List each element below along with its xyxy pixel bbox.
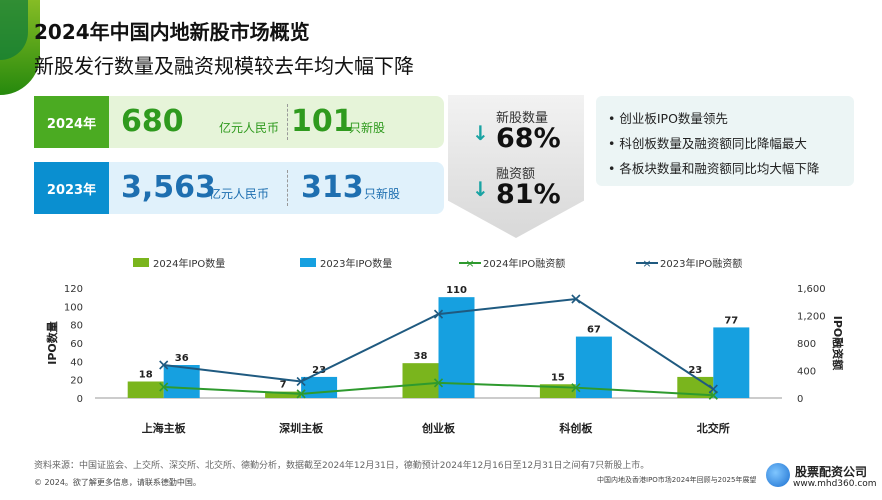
y2-tick-label: 400 — [797, 367, 816, 378]
legend-swatch — [300, 258, 316, 267]
line-point — [433, 309, 444, 319]
y-axis-label: IPO数量 — [45, 321, 59, 365]
line-point — [708, 384, 718, 394]
x-tick-label: 上海主板 — [142, 421, 187, 435]
watermark-name: 股票配资公司 — [795, 465, 868, 479]
watermark-logo-icon — [766, 463, 790, 487]
bar — [402, 363, 439, 398]
amount-unit-2023: 亿元人民币 — [209, 187, 270, 201]
key-findings: • 创业板IPO数量领先 • 科创板数量及融资额同比降幅最大 • 各板块数量和融… — [596, 96, 854, 186]
legend-label: 2024年IPO融资额 — [483, 257, 565, 270]
finding-item: • 各板块数量和融资额同比均大幅下降 — [608, 161, 820, 176]
ipo-chart: 2024年IPO数量 2023年IPO数量 × 2024年IPO融资额 × 2023年IP… — [45, 257, 845, 435]
bar-value-label: 7 — [280, 380, 287, 391]
x-tick-label: 创业板 — [421, 421, 456, 435]
page-subtitle: 新股发行数量及融资规模较去年均大幅下降 — [34, 54, 414, 78]
y-tick-label: 80 — [70, 321, 83, 332]
legend-label: 2023年IPO融资额 — [660, 257, 742, 270]
count-2023: 313 — [301, 170, 364, 205]
watermark-url: www.mhd360.com — [793, 479, 877, 489]
bar-value-label: 67 — [587, 325, 601, 336]
amount-2024: 680 — [121, 104, 184, 139]
legend-marker: × — [642, 257, 651, 270]
divider — [287, 170, 288, 206]
y-tick-label: 100 — [64, 302, 83, 313]
legend-label: 2023年IPO数量 — [320, 257, 392, 270]
bar-value-label: 18 — [139, 370, 153, 381]
x-tick-label: 深圳主板 — [279, 421, 324, 435]
bar — [127, 381, 164, 398]
count-unit-2024: 只新股 — [349, 121, 386, 135]
count-2024: 101 — [291, 104, 354, 139]
y2-axis-label: IPO融资额 — [831, 316, 845, 371]
funds-decline-value: 81% — [496, 179, 561, 210]
bar — [265, 391, 302, 398]
line-point — [571, 294, 581, 304]
count-unit-2023: 只新股 — [364, 187, 401, 201]
y2-tick-label: 1,200 — [797, 312, 826, 323]
y2-tick-label: 800 — [797, 339, 816, 350]
page-title: 2024年中国内地新股市场概览 — [34, 20, 310, 44]
bar-value-label: 36 — [175, 353, 189, 364]
divider — [287, 104, 288, 140]
y-tick-label: 120 — [64, 284, 83, 295]
bar — [163, 365, 200, 398]
y2-tick-label: 1,600 — [797, 284, 826, 295]
y-tick-label: 40 — [70, 357, 83, 368]
bar-value-label: 15 — [551, 372, 565, 383]
finding-item: • 创业板IPO数量领先 — [608, 111, 728, 126]
down-arrow-icon: ↓ — [472, 121, 489, 145]
count-decline-value: 68% — [496, 123, 561, 154]
down-arrow-icon: ↓ — [472, 177, 489, 201]
bar-value-label: 77 — [724, 315, 738, 326]
line-point — [571, 383, 581, 393]
y-tick-label: 20 — [70, 376, 83, 387]
bar-value-label: 38 — [414, 351, 428, 362]
y-tick-label: 0 — [77, 394, 83, 405]
y-tick-label: 60 — [70, 339, 83, 350]
source-note: 资料来源：中国证监会、上交所、深交所、北交所、德勤分析，数据截至2024年12月… — [34, 461, 650, 471]
year-tag-2024: 2024年 — [34, 96, 109, 148]
bar — [713, 327, 750, 398]
legend-swatch — [133, 258, 149, 267]
bar — [301, 376, 338, 398]
count-decline-label: 新股数量 — [496, 111, 549, 126]
amount-unit-2024: 亿元人民币 — [219, 121, 280, 135]
bar-value-label: 110 — [446, 285, 467, 296]
funds-decline-label: 融资额 — [496, 167, 536, 182]
line-point — [159, 382, 169, 392]
legend-label: 2024年IPO数量 — [153, 257, 225, 270]
bar-value-label: 23 — [312, 365, 326, 376]
summary-panel-2024: 680 亿元人民币 101 只新股 — [109, 96, 444, 148]
decline-arrow: 新股数量 ↓ 68% 融资额 ↓ 81% — [448, 95, 584, 238]
finding-item: • 科创板数量及融资额同比降幅最大 — [608, 136, 807, 151]
copyright: © 2024。欲了解更多信息，请联系德勤中国。 — [34, 478, 201, 487]
big-down-arrow-icon — [448, 95, 584, 238]
line-point — [433, 378, 444, 388]
line-point — [296, 389, 306, 399]
amount-2023: 3,563 — [121, 170, 216, 205]
summary-panel-2023: 3,563 亿元人民币 313 只新股 — [109, 162, 444, 214]
year-tag-2023: 2023年 — [34, 162, 109, 214]
line-point — [159, 360, 169, 370]
x-tick-label: 北交所 — [697, 421, 730, 435]
x-tick-label: 科创板 — [559, 421, 593, 435]
bar-value-label: 23 — [688, 365, 702, 376]
y2-tick-label: 0 — [797, 394, 803, 405]
document-title: 中国内地及香港IPO市场2024年回顾与2025年展望 — [597, 476, 757, 484]
legend-marker: × — [465, 257, 474, 270]
line-point — [296, 376, 306, 387]
